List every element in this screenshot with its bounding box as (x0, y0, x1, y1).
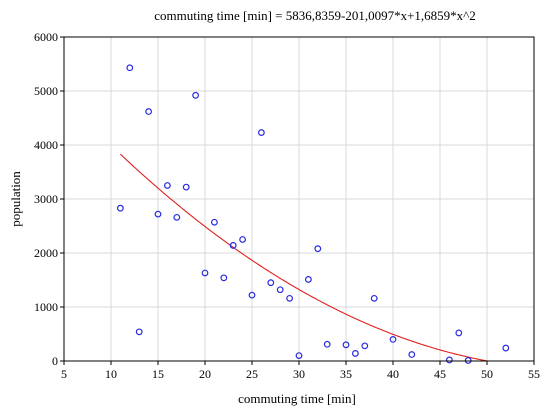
data-point (229, 242, 237, 249)
data-point (192, 91, 200, 99)
y-tick-label: 3000 (34, 192, 58, 206)
x-axis-label: commuting time [min] (238, 391, 356, 406)
data-point (286, 294, 294, 302)
data-point (455, 329, 463, 337)
data-point (201, 269, 209, 277)
data-point (464, 357, 472, 364)
data-point (248, 291, 256, 299)
data-point (276, 286, 284, 294)
data-point (361, 342, 369, 350)
data-point (305, 276, 312, 283)
y-tick-label: 0 (52, 354, 58, 368)
data-point (370, 294, 378, 302)
y-axis-label: population (8, 171, 23, 227)
data-point (342, 341, 350, 349)
x-tick-label: 5 (61, 367, 67, 381)
x-tick-label: 30 (293, 367, 305, 381)
x-tick-label: 20 (199, 367, 211, 381)
data-point (116, 204, 124, 212)
data-point (267, 279, 275, 287)
data-point (446, 356, 453, 364)
data-point (295, 352, 303, 360)
data-point (220, 274, 228, 282)
x-tick-label: 55 (528, 367, 540, 381)
grid (64, 37, 534, 361)
x-axis-ticks: 5 10 15 20 25 30 35 40 45 50 55 (61, 361, 540, 381)
x-tick-label: 15 (152, 367, 164, 381)
data-point (182, 183, 190, 191)
data-point (210, 218, 218, 226)
x-tick-label: 10 (105, 367, 117, 381)
data-point (135, 328, 143, 336)
chart-title: commuting time [min] = 5836,8359-201,009… (154, 8, 476, 23)
data-point (258, 129, 265, 136)
data-point (389, 336, 397, 343)
y-tick-label: 5000 (34, 84, 58, 98)
data-points (116, 64, 510, 364)
data-point (154, 210, 162, 218)
data-point (173, 213, 181, 221)
fit-curve (120, 153, 488, 362)
x-tick-label: 40 (387, 367, 399, 381)
data-point (145, 108, 153, 115)
data-point (163, 182, 171, 189)
data-point (352, 350, 359, 357)
data-point (314, 245, 322, 253)
data-point (126, 64, 134, 72)
data-point (239, 236, 247, 243)
x-tick-label: 35 (340, 367, 352, 381)
y-axis-ticks: 0 1000 2000 3000 4000 5000 6000 (34, 30, 64, 368)
data-point (502, 344, 510, 352)
data-point (408, 351, 416, 358)
y-tick-label: 1000 (34, 300, 58, 314)
y-tick-label: 6000 (34, 30, 58, 44)
x-tick-label: 45 (434, 367, 446, 381)
data-point (323, 340, 331, 348)
x-tick-label: 50 (481, 367, 493, 381)
y-tick-label: 4000 (34, 138, 58, 152)
x-tick-label: 25 (246, 367, 258, 381)
fit-curve-group (120, 153, 488, 362)
y-tick-label: 2000 (34, 246, 58, 260)
